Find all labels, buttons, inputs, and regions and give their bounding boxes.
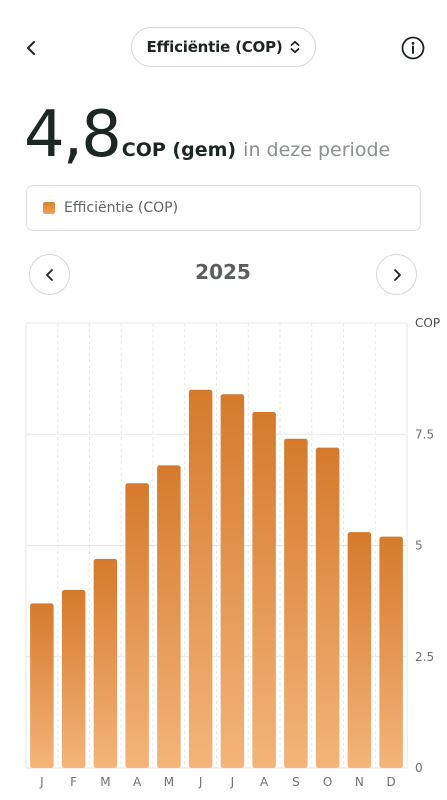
chart-canvas: J F M A M J J A S O N D 0 2.5 5 7.5 COP (25, 316, 440, 789)
bar-5 (157, 465, 181, 768)
x-tick-label: M (100, 775, 110, 789)
bar-10 (315, 447, 340, 768)
x-tick-label: J (230, 775, 235, 789)
cop-bar-chart: J F M A M J J A S O N D 0 2.5 5 7.5 COP (0, 300, 447, 800)
info-button[interactable] (400, 35, 426, 61)
bar-7 (220, 394, 245, 768)
x-tick-label: J (39, 775, 44, 789)
bar-4 (125, 483, 149, 768)
info-icon (401, 36, 425, 60)
metric-selector-label: Efficiëntie (COP) (146, 38, 283, 56)
top-bar: Efficiëntie (COP) (0, 0, 447, 96)
average-stat: 4,8 COP (gem) in deze periode (24, 98, 434, 172)
y-tick-label: 7.5 (415, 427, 434, 441)
bar-12 (379, 536, 403, 768)
bar-2 (61, 590, 86, 768)
chevron-up-down-icon (290, 40, 299, 54)
bar-9 (284, 438, 308, 768)
y-axis-label: COP (415, 316, 440, 330)
bar-11 (347, 532, 372, 768)
chevron-left-icon (45, 268, 53, 281)
chevron-left-icon (27, 41, 35, 55)
metric-selector[interactable]: Efficiëntie (COP) (131, 27, 316, 67)
average-unit: COP (gem) (121, 139, 237, 161)
x-tick-label: F (70, 775, 77, 789)
average-value: 4,8 (24, 98, 122, 172)
next-year-button[interactable] (376, 254, 417, 295)
chevron-right-icon (393, 268, 401, 281)
legend-swatch (43, 202, 55, 214)
chart-legend: Efficiëntie (COP) (26, 185, 421, 231)
back-button[interactable] (18, 34, 46, 62)
year-label: 2025 (195, 260, 251, 284)
bar-1 (30, 603, 54, 768)
y-tick-label: 0 (415, 761, 423, 775)
x-tick-label: N (355, 775, 364, 789)
x-tick-label: S (292, 775, 300, 789)
bar-6 (188, 389, 213, 768)
average-period-text: in deze periode (243, 139, 391, 161)
x-tick-label: D (387, 775, 396, 789)
bar-3 (93, 558, 118, 768)
legend-label: Efficiëntie (COP) (64, 200, 179, 216)
y-tick-label: 2.5 (415, 650, 434, 664)
x-tick-label: O (323, 775, 332, 789)
previous-year-button[interactable] (29, 254, 70, 295)
y-tick-label: 5 (415, 539, 423, 553)
x-tick-label: A (133, 775, 142, 789)
x-tick-label: A (260, 775, 269, 789)
x-tick-label: J (198, 775, 203, 789)
x-tick-label: M (164, 775, 174, 789)
bar-8 (252, 412, 276, 768)
